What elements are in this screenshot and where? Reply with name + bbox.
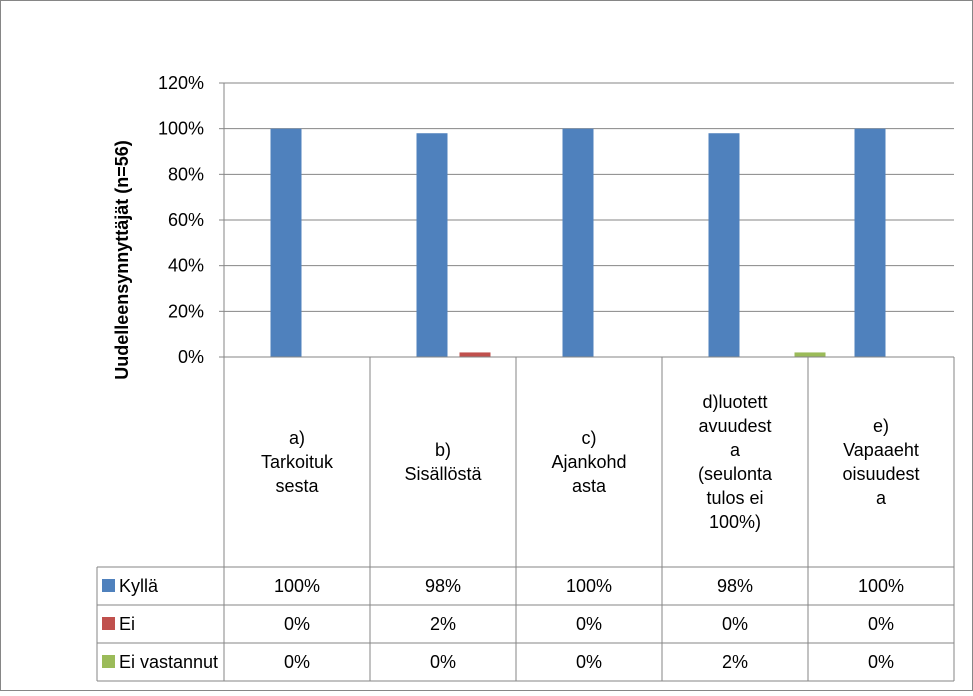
x-tick-label-line: d)luotett [702,392,767,412]
data-table-value: 0% [284,652,310,672]
data-table-value: 0% [868,652,894,672]
bar-kyllä [416,133,448,357]
y-axis-label: Uudelleensynnyttäjät (n=56) [112,140,132,380]
x-tick-label-line: (seulonta [698,464,773,484]
data-table-value: 0% [284,614,310,634]
y-tick-label: 100% [158,119,204,139]
data-table-value: 2% [722,652,748,672]
legend-label: Kyllä [119,576,159,596]
legend-key [102,655,115,668]
legend-key [102,579,115,592]
x-tick-label-line: c) [582,428,597,448]
data-table-value: 0% [722,614,748,634]
x-tick-label: b) Sisällöstä [404,440,482,484]
x-tick-label-line: Ajankohd [551,452,626,472]
bars [270,128,886,357]
x-tick-label-line: avuudest [698,416,771,436]
y-tick-label: 0% [178,347,204,367]
x-tick-label-line: b) [435,440,451,460]
data-table-value: 0% [576,614,602,634]
x-tick-label-line: sesta [275,476,319,496]
legend-key [102,617,115,630]
x-tick-label-line: 100%) [709,512,761,532]
x-tick-label: c) Ajankohd asta [551,428,626,496]
x-tick-label-line: asta [572,476,607,496]
data-table-value: 100% [274,576,320,596]
x-tick-label-line: Tarkoituk [261,452,334,472]
x-tick-label: d)luotett avuudest a (seulonta tulos ei 100%) [698,392,773,532]
data-table-value: 98% [717,576,753,596]
x-tick-label: e) Vapaaeht oisuudest a [842,416,919,508]
data-table-value: 0% [430,652,456,672]
x-tick-label-line: a [876,488,887,508]
data-table-value: 100% [566,576,612,596]
x-tick-label: a) Tarkoituk sesta [261,428,334,496]
x-tick-label-line: a) [289,428,305,448]
y-tick-label: 80% [168,164,204,184]
x-tick-label-line: e) [873,416,889,436]
x-tick-label-line: Sisällöstä [404,464,482,484]
y-axis-ticks: 0% 20% 40% 60% 80% 100% 120% [158,73,204,367]
bar-ei-vastannut [794,352,826,357]
data-table-value: 2% [430,614,456,634]
data-table: a) Tarkoituk sesta b) Sisällöstä c) Ajankohd as… [96,356,955,682]
x-tick-label-line: oisuudest [842,464,919,484]
bar-ei [459,352,491,357]
data-table-value: 100% [858,576,904,596]
y-tick-label: 60% [168,210,204,230]
y-tick-label: 20% [168,301,204,321]
x-tick-label-line: a [730,440,741,460]
x-tick-label-line: Vapaaeht [843,440,919,460]
bar-kyllä [562,128,594,357]
data-table-value: 0% [868,614,894,634]
legend-label: Ei vastannut [119,652,218,672]
bar-kyllä [270,128,302,357]
y-tick-label: 120% [158,73,204,93]
legend-label: Ei [119,614,135,634]
y-tick-label: 40% [168,256,204,276]
bar-kyllä [854,128,886,357]
bar-kyllä [708,133,740,357]
data-table-value: 98% [425,576,461,596]
x-tick-label-line: tulos ei [706,488,763,508]
data-table-value: 0% [576,652,602,672]
